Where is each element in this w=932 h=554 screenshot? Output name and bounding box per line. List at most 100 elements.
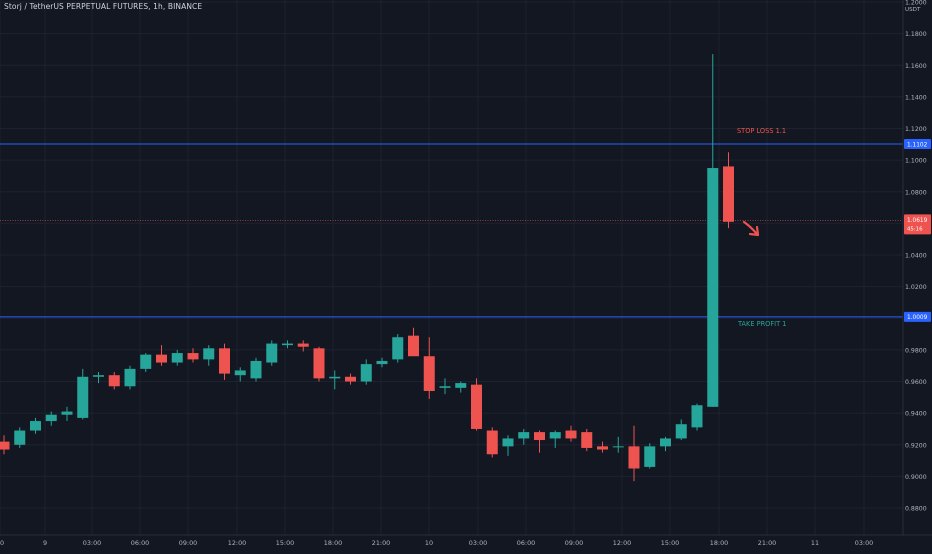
x-tick-label: 09:00 xyxy=(179,539,197,547)
candle-body xyxy=(628,446,640,469)
y-tick-label: 0.9400 xyxy=(905,411,927,418)
candle xyxy=(612,436,624,453)
x-tick-label: 03:00 xyxy=(83,539,101,547)
grid-lines xyxy=(0,0,903,535)
annotations: STOP LOSS 1.1 TAKE PROFIT 1 xyxy=(737,127,786,328)
candle-body xyxy=(612,446,624,448)
y-tick-label: 0.9000 xyxy=(905,474,927,481)
candle xyxy=(14,427,26,448)
y-tick-label: 1.0400 xyxy=(905,253,927,260)
candle-body xyxy=(140,354,152,369)
candle-body xyxy=(171,353,183,363)
x-tick-label: 11 xyxy=(811,539,819,547)
candle xyxy=(376,357,388,368)
level-price-tag-text: 1.0009 xyxy=(907,315,928,321)
candle xyxy=(203,345,215,366)
x-tick-label: 09:00 xyxy=(565,539,583,547)
candle-body xyxy=(250,360,262,379)
y-tick-label: 0.9600 xyxy=(905,379,927,386)
x-tick-label: 0 xyxy=(0,539,4,547)
x-tick-label: 12:00 xyxy=(613,539,631,547)
candle xyxy=(93,372,104,384)
candle xyxy=(266,340,278,366)
candle xyxy=(187,348,199,363)
candle-body xyxy=(644,446,656,467)
candle xyxy=(0,435,10,455)
candle-body xyxy=(345,376,356,382)
last-price-tag xyxy=(904,214,931,235)
candle-body xyxy=(30,421,41,431)
candle xyxy=(439,378,451,395)
chart-title: Storj / TetherUS PERPETUAL FUTURES, 1h, … xyxy=(4,2,203,11)
candle xyxy=(219,343,230,380)
y-tick-label: 1.0200 xyxy=(905,284,927,291)
candle xyxy=(77,368,89,420)
y-tick-label: 1.1400 xyxy=(905,94,927,101)
candle xyxy=(329,370,341,390)
candle-body xyxy=(45,414,57,422)
candle xyxy=(234,367,246,382)
candle xyxy=(297,340,309,352)
candle-body xyxy=(187,353,199,360)
candle-body xyxy=(423,356,435,392)
candle-body xyxy=(392,337,404,360)
candle xyxy=(518,428,530,445)
candle xyxy=(30,417,41,434)
candles xyxy=(0,54,734,482)
time-axis[interactable]: 0 9 03:00 06:00 09:00 12:00 15:00 18:00 21:00 10 0… xyxy=(0,534,932,547)
candle-body xyxy=(565,430,577,439)
candle-body xyxy=(77,376,89,418)
candle-body xyxy=(0,441,10,450)
y-tick-label: 0.8800 xyxy=(905,506,927,513)
candle xyxy=(61,406,73,422)
x-tick-label: 9 xyxy=(43,539,47,547)
candle-body xyxy=(518,432,530,439)
y-tick-label: 0.9800 xyxy=(905,347,927,354)
candle-body xyxy=(597,446,608,450)
candle-body xyxy=(408,335,419,357)
candle-body xyxy=(534,432,545,441)
candle-body xyxy=(108,375,120,387)
candle-body xyxy=(549,432,561,439)
candle xyxy=(581,428,593,452)
x-tick-label: 18:00 xyxy=(710,539,728,547)
candle xyxy=(313,346,325,382)
candle xyxy=(282,340,293,349)
x-tick-label: 15:00 xyxy=(276,539,294,547)
candle-body xyxy=(219,348,230,374)
candle-body xyxy=(297,343,309,347)
candle xyxy=(644,443,656,469)
candle xyxy=(660,436,671,452)
candle-body xyxy=(471,384,482,429)
countdown-text: 45:16 xyxy=(907,226,923,232)
candle xyxy=(502,435,514,456)
candle-body xyxy=(723,166,734,222)
level-price-tag-text: 1.1102 xyxy=(907,142,928,148)
level-label: STOP LOSS 1.1 xyxy=(737,127,786,135)
price-axis[interactable]: 1.2000 1.1800 1.1600 1.1400 1.1200 1.1000 1.08… xyxy=(902,0,931,535)
candle xyxy=(549,430,561,448)
candle-body xyxy=(14,430,26,445)
x-tick-label: 12:00 xyxy=(228,539,246,547)
last-price-tag-text: 1.0619 xyxy=(907,218,928,224)
candle-body xyxy=(234,370,246,376)
x-tick-label: 03:00 xyxy=(855,539,873,547)
y-tick-label: 1.1800 xyxy=(905,31,927,38)
x-tick-label: 10 xyxy=(425,539,433,547)
candle xyxy=(345,373,356,385)
candle-body xyxy=(93,375,104,377)
candle xyxy=(723,152,734,229)
y-tick-label: 1.1200 xyxy=(905,126,927,133)
x-tick-label: 15:00 xyxy=(661,539,679,547)
level-lines xyxy=(0,143,903,318)
x-tick-label: 06:00 xyxy=(517,539,535,547)
candle-body xyxy=(455,383,467,388)
candle-body xyxy=(266,343,278,363)
arrow-head xyxy=(748,225,760,237)
candle-body xyxy=(660,438,671,447)
candle xyxy=(392,334,404,363)
candle xyxy=(360,359,372,385)
